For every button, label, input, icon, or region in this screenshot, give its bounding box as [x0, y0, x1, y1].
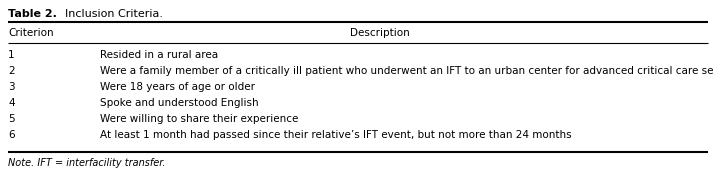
Text: At least 1 month had passed since their relative’s IFT event, but not more than : At least 1 month had passed since their … — [100, 130, 572, 140]
Text: Spoke and understood English: Spoke and understood English — [100, 98, 259, 108]
Text: Note. IFT = interfacility transfer.: Note. IFT = interfacility transfer. — [8, 158, 165, 168]
Text: Criterion: Criterion — [8, 28, 53, 38]
Text: Inclusion Criteria.: Inclusion Criteria. — [58, 9, 163, 19]
Text: Were 18 years of age or older: Were 18 years of age or older — [100, 82, 255, 92]
Text: 5: 5 — [8, 114, 15, 124]
Text: 1: 1 — [8, 50, 15, 60]
Text: Were a family member of a critically ill patient who underwent an IFT to an urba: Were a family member of a critically ill… — [100, 66, 713, 76]
Text: 3: 3 — [8, 82, 15, 92]
Text: Table 2.: Table 2. — [8, 9, 57, 19]
Text: Were willing to share their experience: Were willing to share their experience — [100, 114, 298, 124]
Text: Description: Description — [350, 28, 410, 38]
Text: 6: 6 — [8, 130, 15, 140]
Text: 2: 2 — [8, 66, 15, 76]
Text: Resided in a rural area: Resided in a rural area — [100, 50, 218, 60]
Text: 4: 4 — [8, 98, 15, 108]
